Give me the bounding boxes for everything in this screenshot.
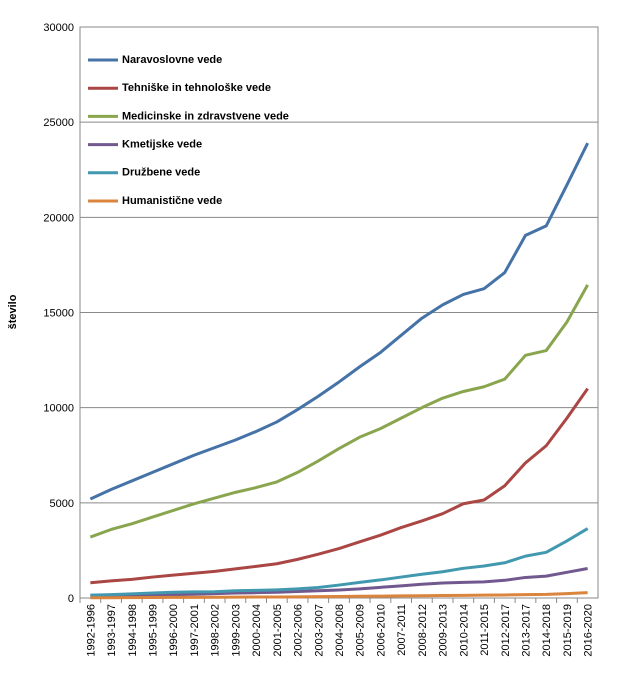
x-tick-label: 2008-2012 (417, 604, 429, 657)
x-tick-label: 2016-2020 (583, 604, 595, 657)
y-tick-label: 15000 (43, 308, 74, 320)
x-tick-label: 1994-1998 (127, 604, 139, 657)
legend-label: Medicinske in zdravstvene vede (122, 110, 289, 122)
x-tick-label: 1993-1997 (106, 604, 118, 657)
y-axis-label: število (7, 294, 19, 329)
series-line (90, 387, 589, 585)
y-tick-label: 5000 (50, 498, 74, 510)
x-tick-label: 2002-2006 (293, 604, 305, 657)
x-tick-label: 2000-2004 (251, 604, 263, 657)
series-line (89, 142, 589, 501)
x-tick-label: 2012-2017 (500, 604, 512, 657)
legend-label: Družbene vede (122, 167, 200, 179)
y-tick-label: 10000 (43, 403, 74, 415)
x-tick-label: 1997-2001 (189, 604, 201, 657)
x-tick-label: 2011-2015 (479, 604, 491, 656)
legend-label: Humanistične vede (122, 195, 222, 207)
series-line (89, 284, 589, 539)
y-tick-label: 25000 (43, 117, 74, 129)
x-tick-label: 2015-2019 (562, 604, 574, 657)
plot-border (79, 26, 599, 599)
series-line (90, 527, 589, 597)
x-tick-label: 2007-2011 (396, 604, 408, 656)
y-tick-label: 20000 (43, 212, 74, 224)
legend-label: Naravoslovne vede (122, 54, 222, 66)
legend-label: Kmetijske vede (122, 139, 202, 151)
x-tick-label: 1995-1999 (148, 604, 160, 657)
x-tick-label: 2010-2014 (458, 604, 470, 657)
legend-label: Tehniške in tehnološke vede (122, 82, 271, 94)
x-tick-label: 2014-2018 (541, 604, 553, 657)
x-tick-label: 2009-2013 (438, 604, 450, 657)
x-tick-label: 2006-2010 (375, 604, 387, 657)
y-tick-label: 30000 (43, 22, 74, 34)
x-tick-label: 1999-2003 (230, 604, 242, 657)
x-tick-label: 2005-2009 (355, 604, 367, 657)
x-tick-label: 1992-1996 (85, 604, 97, 657)
x-tick-label: 2013-2017 (520, 604, 532, 657)
y-tick-label: 0 (68, 593, 74, 605)
x-tick-label: 1996-2000 (168, 604, 180, 657)
x-tick-label: 2004-2008 (334, 604, 346, 657)
series-line (90, 567, 588, 598)
x-tick-label: 2003-2007 (313, 604, 325, 657)
series-line (90, 591, 588, 600)
x-tick-label: 1998-2002 (210, 604, 222, 657)
x-tick-label: 2001-2005 (272, 604, 284, 657)
